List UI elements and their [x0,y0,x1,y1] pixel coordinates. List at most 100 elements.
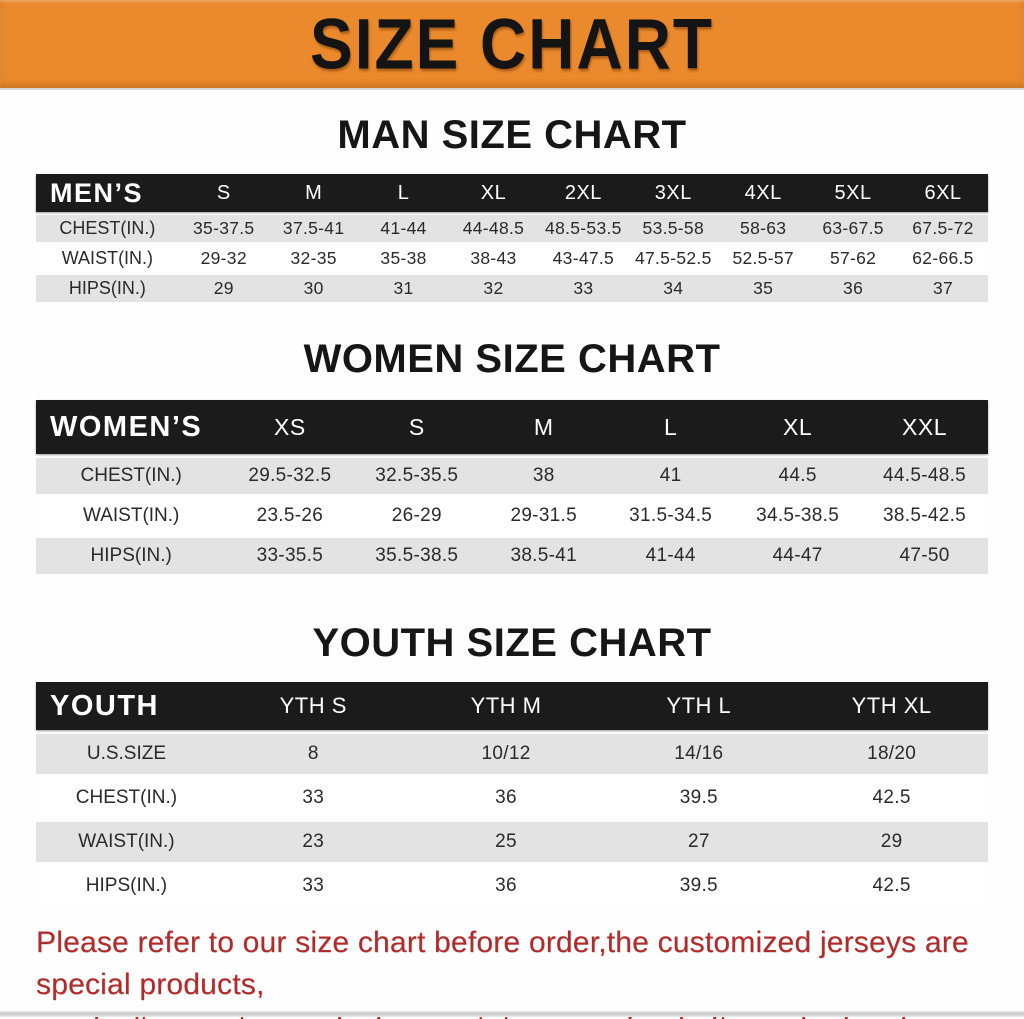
size-value-cell: 33 [302,787,325,808]
size-value-cell: 37.5-41 [282,218,345,238]
size-column-header: S [408,413,425,440]
size-value-cell: 29.5-32.5 [248,465,332,486]
size-value-cell: 44.5-48.5 [883,465,967,486]
size-value-cell: 57-62 [829,248,877,268]
size-value-cell: 39.5 [679,787,718,808]
size-value-cell: 38-43 [470,248,517,268]
table-category-label: WOMEN’S [50,410,203,443]
size-value-cell: 38.5-41 [510,545,577,566]
page-title: SIZE CHART [310,3,714,85]
size-value-cell: 36 [843,278,864,298]
table-row: WAIST(IN.) 23 25 27 29 [36,822,988,862]
size-column-header: XS [274,413,306,440]
table-row: CHEST(IN.) 33 36 39.5 42.5 [36,778,988,818]
table-row: HIPS(IN.) 29 30 31 32 33 34 35 36 37 [36,275,988,302]
size-column-header: 5XL [834,181,872,204]
size-value-cell: 35 [753,278,774,298]
size-column-header: M [305,181,323,204]
table-row: U.S.SIZE 8 10/12 14/16 18/20 [36,734,988,774]
women-size-chart-section: WOMEN SIZE CHART WOMEN’S XS S M L XL XXL CHEST(… [0,336,1024,574]
size-column-header: S [216,181,231,204]
row-label: HIPS(IN.) [90,545,172,566]
size-value-cell: 23 [302,831,325,852]
size-value-cell: 41 [659,465,682,486]
women-section-title: WOMEN SIZE CHART [303,337,721,381]
size-column-header: YTH S [279,693,347,718]
row-label: HIPS(IN.) [85,875,168,896]
size-value-cell: 34.5-38.5 [756,505,840,526]
size-value-cell: 23.5-26 [256,505,324,526]
size-value-cell: 47-50 [899,545,950,566]
disclaimer-line-1: Please refer to our size chart before or… [36,926,969,1001]
table-row: HIPS(IN.) 33 36 39.5 42.5 [36,866,988,906]
row-label: HIPS(IN.) [68,278,146,298]
row-label: U.S.SIZE [86,743,167,764]
size-value-cell: 35-38 [380,248,427,268]
size-value-cell: 39.5 [679,875,718,896]
size-value-cell: 27 [687,831,710,852]
size-value-cell: 42.5 [872,787,911,808]
size-value-cell: 44-47 [772,545,823,566]
size-value-cell: 41-44 [380,218,427,238]
row-label: WAIST(IN.) [78,831,175,852]
size-value-cell: 10/12 [481,743,531,764]
size-column-header: YTH L [666,693,732,718]
size-value-cell: 25 [495,831,517,852]
row-label: WAIST(IN.) [82,505,180,526]
bottom-divider-bar [0,1011,1024,1017]
size-value-cell: 36 [495,875,517,896]
men-size-table: MEN’S S M L XL 2XL 3XL 4XL 5XL 6XL CHEST(IN.) 35-37… [36,174,988,302]
table-row: HIPS(IN.) 33-35.5 35.5-38.5 38.5-41 41-44 44-… [36,538,988,574]
table-header-row: MEN’S S M L XL 2XL 3XL 4XL 5XL 6XL [36,174,988,212]
row-label: CHEST(IN.) [59,218,156,238]
size-value-cell: 32-35 [290,248,337,268]
youth-size-table: YOUTH YTH S YTH M YTH L YTH XL U.S.SIZE 8 10/12… [36,682,988,906]
size-value-cell: 32.5-35.5 [375,465,459,486]
size-value-cell: 8 [307,743,319,764]
youth-section-title: YOUTH SIZE CHART [312,621,712,665]
size-value-cell: 14/16 [674,743,724,764]
size-value-cell: 29 [213,278,234,298]
table-category-label: MEN’S [50,177,144,208]
table-header-row: YOUTH YTH S YTH M YTH L YTH XL [36,682,988,730]
size-column-header: XXL [902,413,948,440]
table-row: CHEST(IN.) 29.5-32.5 32.5-35.5 38 41 44.5 44.5… [36,458,988,494]
size-value-cell: 31.5-34.5 [629,505,713,526]
size-value-cell: 38 [532,465,555,486]
women-size-table: WOMEN’S XS S M L XL XXL CHEST(IN.) 29.5-32.5 32.5… [36,400,988,574]
size-column-header: L [397,181,410,204]
table-row: WAIST(IN.) 29-32 32-35 35-38 38-43 43-47.5 47.… [36,245,988,272]
table-category-label: YOUTH [50,689,159,722]
size-value-cell: 47.5-52.5 [634,248,712,268]
size-value-cell: 33 [302,875,325,896]
size-value-cell: 33 [573,278,594,298]
size-value-cell: 29 [880,831,903,852]
size-column-header: YTH M [470,693,542,718]
size-chart-banner: SIZE CHART [0,0,1024,90]
size-column-header: 2XL [564,181,602,204]
size-value-cell: 36 [495,787,517,808]
size-column-header: XL [480,181,507,204]
size-column-header: 3XL [654,181,692,204]
size-column-header: 6XL [924,181,962,204]
size-value-cell: 37 [932,278,954,298]
row-label: CHEST(IN.) [75,787,178,808]
size-value-cell: 29-32 [200,248,247,268]
size-column-header: L [664,413,678,440]
size-value-cell: 44.5 [778,465,817,486]
size-value-cell: 38.5-42.5 [883,505,967,526]
table-row: CHEST(IN.) 35-37.5 37.5-41 41-44 44-48.5 48.5… [36,215,988,242]
size-value-cell: 18/20 [867,743,917,764]
size-value-cell: 31 [393,278,414,298]
size-column-header: 4XL [744,181,782,204]
size-value-cell: 62-66.5 [912,248,974,268]
size-value-cell: 53.5-58 [642,218,704,238]
size-column-header: YTH XL [851,693,932,718]
size-value-cell: 35-37.5 [193,218,255,238]
size-value-cell: 43-47.5 [552,248,615,268]
table-header-row: WOMEN’S XS S M L XL XXL [36,400,988,454]
size-value-cell: 48.5-53.5 [545,218,622,238]
size-value-cell: 32 [483,278,504,298]
size-value-cell: 52.5-57 [732,248,794,268]
